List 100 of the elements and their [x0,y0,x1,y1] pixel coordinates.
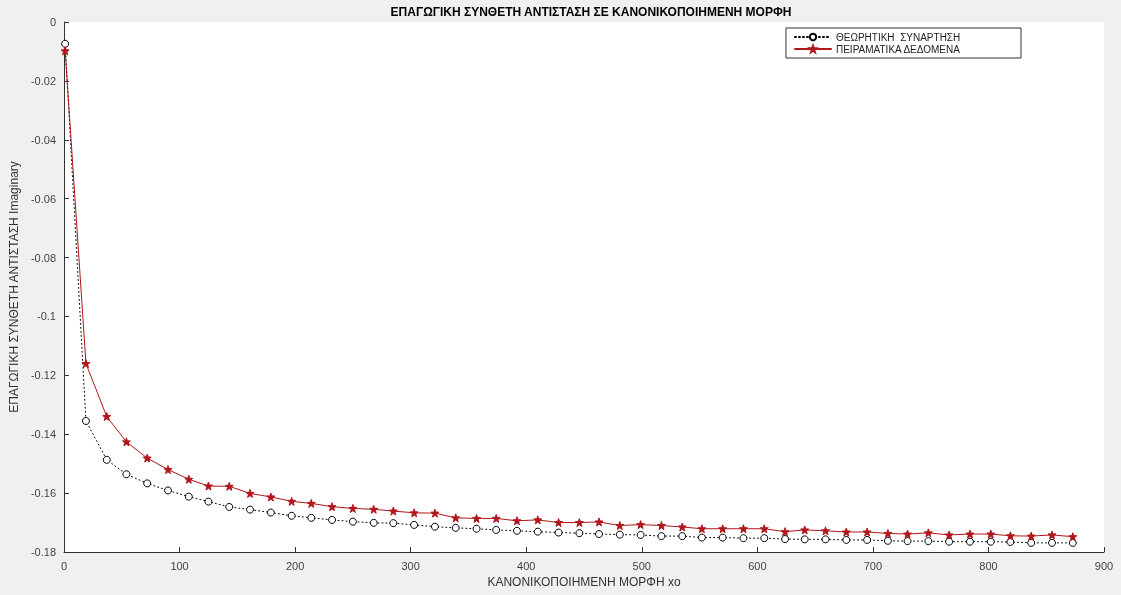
point [697,524,707,534]
point [760,534,769,543]
point [246,505,255,514]
point [965,529,975,539]
point [1068,532,1078,542]
point [841,527,851,537]
point [204,497,213,506]
point [451,513,461,523]
x-tick-label: 0 [60,559,68,572]
point [903,529,913,539]
y-tick-label: -0.16 [30,487,56,500]
point [842,535,851,544]
point [203,481,213,491]
point [986,537,995,546]
point [739,534,748,543]
point [718,533,727,542]
y-tick-label: -0.14 [30,428,56,441]
point [266,492,276,502]
point [225,502,234,511]
y-tick-label: -0.12 [30,369,56,382]
point [1048,538,1056,547]
y-tick-label: -0.1 [37,310,56,323]
point [121,437,131,447]
point [388,506,398,516]
point [430,522,439,531]
y-tick-label: -0.06 [30,192,56,205]
point [697,533,706,542]
point [184,492,193,501]
point [512,516,522,526]
point [451,523,460,532]
point [472,524,481,533]
point [986,529,996,539]
y-tick-label: 0 [49,16,56,28]
point [862,527,872,537]
point [657,532,666,541]
point [718,524,728,534]
point [122,470,131,479]
point [307,513,316,522]
point [574,518,584,528]
point [142,453,152,463]
point [821,526,831,536]
y-tick-label: -0.04 [30,133,56,146]
x-tick-label: 900 [1094,559,1114,572]
point [184,474,194,484]
point [821,535,830,544]
point [945,537,954,546]
chart-title: ΕΠΑΓΩΓΙΚΗ ΣΥΝΘΕΤΗ ΑΝΤΙΣΤΑΣΗ ΣΕ ΚΑΝΟΝΙΚΟΠΟΙΗΜΕΝΗ ΜΟΡΦΗ [390,5,792,19]
point [164,486,172,495]
point [102,412,112,422]
point [491,513,501,523]
point [965,537,974,546]
point [287,511,296,520]
point [923,528,933,538]
point [245,488,255,498]
legend-label: ΠΕΙΡΑΜΑΤΙΚΑ ΔΕΔΟΜΕΝΑ [835,43,961,55]
point [348,503,358,513]
point [677,522,687,532]
point [595,530,604,539]
x-tick-label: 600 [748,559,767,572]
point [903,537,912,546]
y-tick-label: -0.08 [30,251,56,264]
point [533,527,542,536]
point [636,530,645,539]
x-tick-label: 400 [517,559,536,572]
point [266,508,275,517]
point [883,528,893,538]
point [430,508,440,518]
point [369,504,379,514]
point [656,521,666,530]
point [369,518,378,527]
point [863,535,872,544]
point [575,529,584,538]
point [306,498,316,508]
point [327,502,337,512]
point [81,416,90,425]
point [472,513,482,523]
point [410,520,419,529]
point [1027,538,1036,547]
point [615,521,625,530]
point [678,532,687,541]
point [348,517,357,526]
point [1047,530,1057,540]
point [615,530,624,539]
point [924,537,933,546]
point [800,525,810,535]
point [287,496,297,506]
point [60,46,70,56]
x-tick-label: 800 [979,559,998,572]
point [81,359,91,369]
point [328,515,337,524]
point [781,535,790,544]
point [800,535,809,544]
point [102,455,111,464]
point [883,536,892,545]
y-tick-label: -0.02 [30,74,56,87]
legend-label: ΘΕΩΡΗΤΙΚΗ ΣΥΝΑΡΤΗΣΗ [835,31,961,43]
point [738,524,748,534]
point [409,508,419,518]
point [780,527,790,537]
point [163,465,173,475]
